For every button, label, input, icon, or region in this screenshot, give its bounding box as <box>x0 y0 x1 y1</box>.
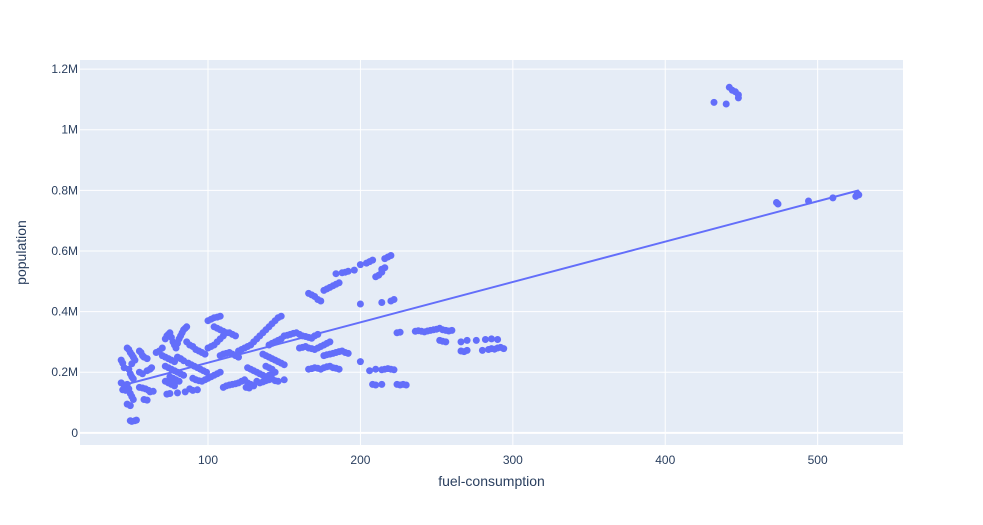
data-point <box>378 380 386 388</box>
y-tick-label: 0.6M <box>51 244 78 258</box>
data-point <box>129 375 137 383</box>
data-point <box>126 402 134 410</box>
data-point <box>143 396 151 404</box>
data-point <box>829 194 837 202</box>
x-tick-label: 300 <box>503 453 523 467</box>
data-point <box>171 382 178 390</box>
plot-background <box>80 60 903 445</box>
data-point <box>129 396 137 403</box>
data-point <box>390 296 398 303</box>
data-point <box>219 327 227 335</box>
data-point <box>463 336 471 344</box>
data-point <box>245 384 253 392</box>
data-point <box>335 365 343 373</box>
data-point <box>356 358 364 366</box>
data-point <box>174 389 181 397</box>
data-point <box>344 267 352 275</box>
data-point <box>216 368 224 376</box>
x-tick-label: 100 <box>198 453 218 467</box>
y-tick-label: 1.2M <box>51 62 78 76</box>
data-point <box>457 338 465 346</box>
data-point <box>317 297 325 305</box>
y-axis-ticks: 0 0.2M 0.4M 0.6M 0.8M 1M 1.2M <box>51 62 78 440</box>
data-point <box>268 365 276 373</box>
data-point <box>378 299 386 306</box>
data-point <box>396 328 404 336</box>
data-point <box>183 323 191 331</box>
y-axis-title: population <box>13 220 29 285</box>
x-axis-ticks: 100 200 300 400 500 <box>198 453 828 467</box>
data-point <box>350 266 358 274</box>
data-point <box>149 387 157 395</box>
data-point <box>335 279 343 287</box>
data-point <box>235 353 242 361</box>
data-point <box>175 377 183 385</box>
x-tick-label: 500 <box>808 453 828 467</box>
data-point <box>442 338 450 346</box>
data-point <box>805 197 812 205</box>
trendline-group <box>122 189 860 387</box>
data-point <box>369 256 377 264</box>
data-point <box>472 336 480 344</box>
data-point <box>390 366 398 374</box>
data-point <box>180 371 188 379</box>
y-tick-label: 1M <box>61 123 78 137</box>
data-point <box>203 368 210 376</box>
data-point <box>372 365 380 373</box>
x-axis-title: fuel-consumption <box>438 473 545 489</box>
data-point <box>232 332 239 340</box>
data-point <box>132 416 140 424</box>
data-point <box>734 94 742 102</box>
data-point <box>494 336 502 343</box>
data-point <box>356 300 364 308</box>
data-points <box>117 83 863 425</box>
data-point <box>855 191 863 199</box>
data-point <box>280 376 288 384</box>
data-point <box>478 346 486 354</box>
data-point <box>381 264 389 272</box>
data-point <box>332 270 340 278</box>
x-tick-label: 400 <box>655 453 675 467</box>
data-point <box>372 381 380 389</box>
y-tick-label: 0.4M <box>51 305 78 319</box>
data-point <box>216 312 224 320</box>
y-tick-label: 0.2M <box>51 365 78 379</box>
data-point <box>166 390 174 397</box>
data-point <box>488 335 495 343</box>
data-point <box>710 98 718 106</box>
data-point <box>387 252 395 259</box>
data-point <box>356 261 364 269</box>
data-point <box>366 367 374 375</box>
data-point <box>280 361 288 369</box>
data-point <box>481 336 489 343</box>
data-point <box>193 386 201 394</box>
data-point <box>500 345 508 353</box>
data-point <box>448 326 456 334</box>
data-point <box>128 360 136 368</box>
data-point <box>326 338 334 346</box>
data-point <box>143 355 151 363</box>
data-point <box>274 377 282 385</box>
data-point <box>344 349 352 357</box>
x-tick-label: 200 <box>350 453 370 467</box>
y-tick-label: 0 <box>71 426 78 440</box>
data-point <box>158 344 166 352</box>
data-point <box>277 312 285 320</box>
data-point <box>201 350 209 358</box>
data-point <box>722 100 730 108</box>
trendline <box>122 189 860 387</box>
data-point <box>402 381 410 389</box>
data-point <box>148 364 156 372</box>
data-point <box>774 200 782 208</box>
data-point <box>463 346 471 354</box>
y-tick-label: 0.8M <box>51 183 78 197</box>
data-point <box>314 330 322 338</box>
